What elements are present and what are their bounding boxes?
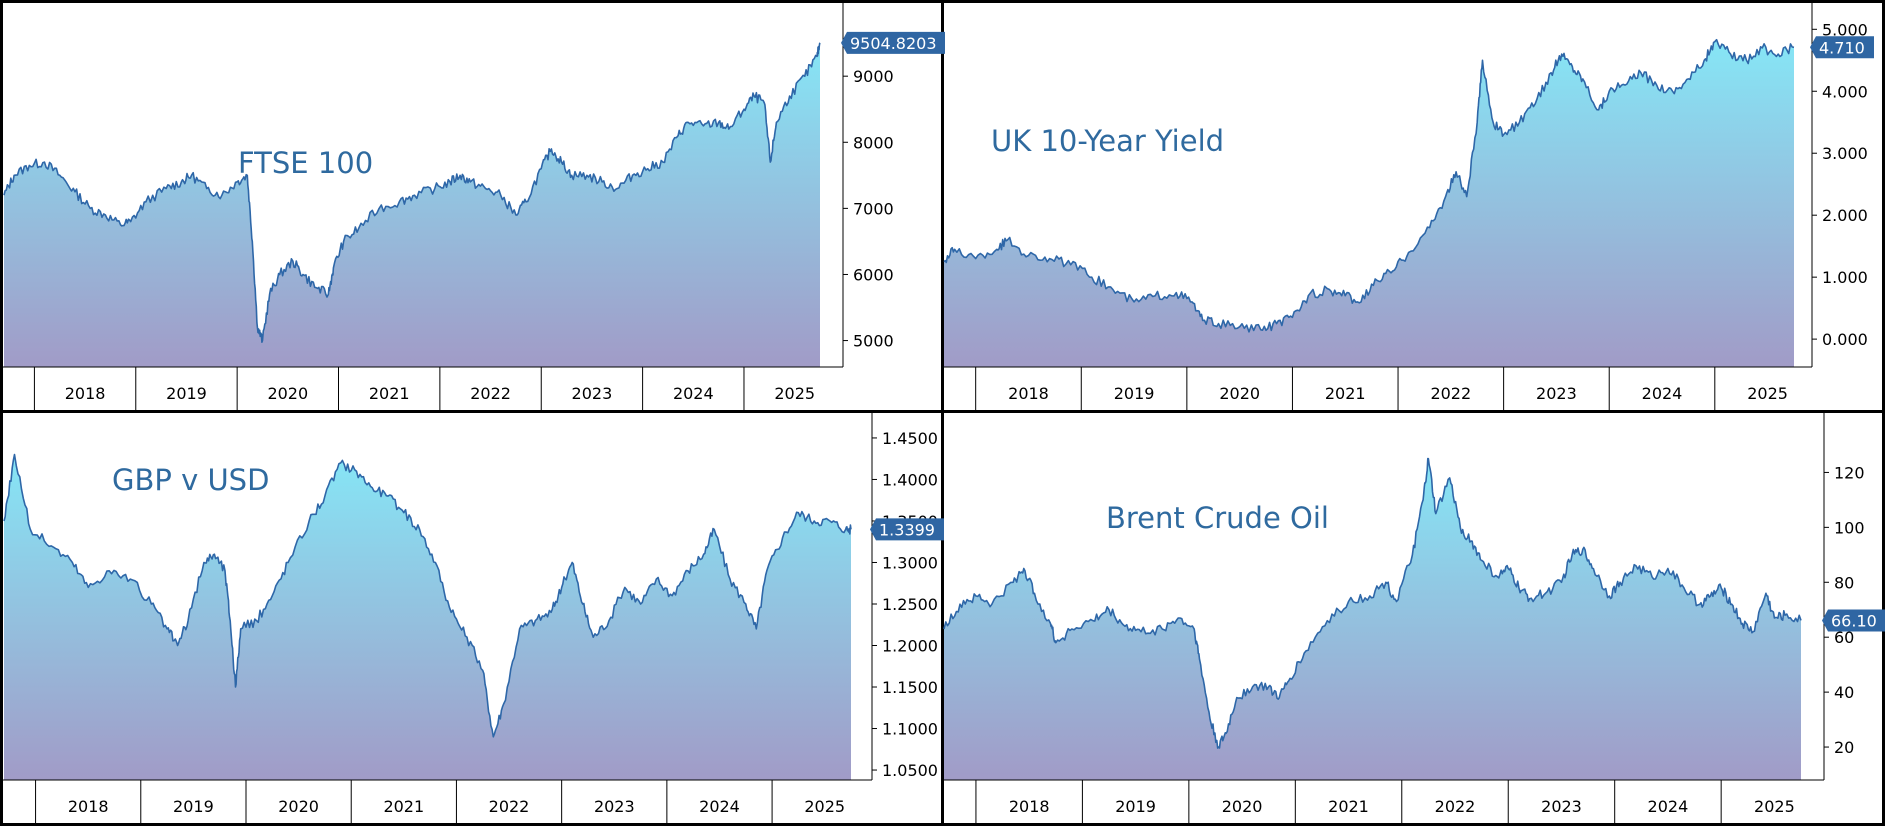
brent-crude-oil-ytick-label: 80: [1834, 573, 1854, 592]
gbp-v-usd-ytick-label: 1.0500: [882, 761, 938, 780]
ftse-100-year-2019: 2019: [166, 384, 207, 403]
gbp-v-usd-panel: 2018 2019 2020 2021 2022 2023 2024 2025 1.0500 1.…: [0, 413, 944, 826]
uk-10-year-yield-ytick-label: 1.000: [1822, 268, 1868, 287]
horizontal-divider: [0, 410, 1885, 413]
brent-crude-oil-panel: 2018 2019 2020 2021 2022 2023 2024 2025 20 40 60 80…: [943, 413, 1885, 826]
gbp-v-usd-year-2024: 2024: [699, 797, 740, 816]
ftse-100-ytick-label: 9000: [853, 67, 894, 86]
uk-10-year-yield-ytick-label: 0.000: [1822, 330, 1868, 349]
ftse-100-ytick-label: 6000: [853, 266, 894, 285]
ftse-100-year-2023: 2023: [572, 384, 613, 403]
ftse-100-year-2021: 2021: [369, 384, 410, 403]
brent-crude-oil-year-2024: 2024: [1648, 797, 1689, 816]
ftse-100-line: [3, 42, 821, 343]
gbp-v-usd-ytick-label: 1.3000: [882, 554, 938, 573]
gbp-v-usd-ytick-label: 1.1000: [882, 720, 938, 739]
uk-10-year-yield-title: UK 10-Year Yield: [991, 124, 1225, 158]
ftse-100-ytick-label: 8000: [853, 133, 894, 152]
brent-crude-oil-year-2023: 2023: [1541, 797, 1582, 816]
brent-crude-oil-title: Brent Crude Oil: [1106, 501, 1329, 535]
vertical-divider: [941, 0, 944, 826]
uk-10-year-yield-chart: 2018 2019 2020 2021 2022 2023 2024 2025 0.000 1.0…: [943, 0, 1874, 410]
gbp-v-usd-title: GBP v USD: [112, 463, 270, 497]
brent-crude-oil-last-value-tag: 66.10: [1822, 609, 1885, 632]
brent-crude-oil-line: [943, 457, 1802, 749]
brent-crude-oil-year-2025: 2025: [1754, 797, 1795, 816]
brent-crude-oil-last-value-tag-bg: [1822, 609, 1885, 632]
ftse-100-ytick-label: 5000: [853, 332, 894, 351]
uk-10-year-yield-panel: 2018 2019 2020 2021 2022 2023 2024 2025 0.000 1.0…: [943, 0, 1885, 410]
uk-10-year-yield-area: [944, 39, 1794, 367]
gbp-v-usd-ytick-label: 1.2500: [882, 595, 938, 614]
brent-crude-oil-chart: 2018 2019 2020 2021 2022 2023 2024 2025 20 40 60 80…: [943, 413, 1885, 823]
ftse-100-year-2024: 2024: [673, 384, 714, 403]
brent-crude-oil-area: [944, 458, 1801, 780]
brent-crude-oil-year-2020: 2020: [1222, 797, 1263, 816]
gbp-v-usd-year-2020: 2020: [278, 797, 319, 816]
gbp-v-usd-ytick-label: 1.1500: [882, 678, 938, 697]
brent-crude-oil-year-2022: 2022: [1435, 797, 1476, 816]
ftse-100-chart: 2018 2019 2020 2021 2022 2023 2024 2025 5000 6000…: [0, 0, 945, 410]
ftse-100-year-2020: 2020: [267, 384, 308, 403]
uk-10-year-yield-ytick-label: 5.000: [1822, 20, 1868, 39]
gbp-v-usd-line: [3, 453, 852, 738]
gbp-v-usd-year-2023: 2023: [594, 797, 635, 816]
brent-crude-oil-ytick-label: 100: [1834, 518, 1865, 537]
gbp-v-usd-last-value-label: 1.3399: [879, 520, 935, 539]
brent-crude-oil-ytick-label: 60: [1834, 628, 1854, 647]
gbp-v-usd-chart: 2018 2019 2020 2021 2022 2023 2024 2025 1.0500 1.…: [0, 413, 944, 823]
ftse-100-panel: 2018 2019 2020 2021 2022 2023 2024 2025 5000 6000…: [0, 0, 945, 410]
brent-crude-oil-year-2021: 2021: [1328, 797, 1369, 816]
uk-10-year-yield-year-2021: 2021: [1325, 384, 1366, 403]
gbp-v-usd-last-value-tag: 1.3399: [870, 518, 944, 541]
gbp-v-usd-ytick-label: 1.4500: [882, 429, 938, 448]
ftse-100-year-2018: 2018: [65, 384, 106, 403]
brent-crude-oil-ytick-label: 120: [1834, 463, 1865, 482]
uk-10-year-yield-year-2022: 2022: [1430, 384, 1471, 403]
uk-10-year-yield-year-2025: 2025: [1747, 384, 1788, 403]
uk-10-year-yield-year-2023: 2023: [1536, 384, 1577, 403]
ftse-100-last-value-tag-bg: [841, 31, 945, 54]
brent-crude-oil-ytick-label: 40: [1834, 683, 1854, 702]
uk-10-year-yield-year-2018: 2018: [1008, 384, 1049, 403]
brent-crude-oil-ytick-label: 20: [1834, 738, 1854, 757]
gbp-v-usd-ytick-label: 1.2000: [882, 637, 938, 656]
gbp-v-usd-year-2018: 2018: [68, 797, 109, 816]
brent-crude-oil-last-value-label: 66.10: [1831, 611, 1877, 630]
ftse-100-year-2022: 2022: [470, 384, 511, 403]
uk-10-year-yield-last-value-tag-bg: [1810, 36, 1874, 59]
gbp-v-usd-last-value-tag-bg: [870, 518, 944, 541]
ftse-100-last-value-label: 9504.8203: [850, 34, 937, 53]
ftse-100-area: [4, 42, 820, 368]
gbp-v-usd-ytick-label: 1.4000: [882, 471, 938, 490]
gbp-v-usd-year-2022: 2022: [489, 797, 530, 816]
brent-crude-oil-year-2018: 2018: [1009, 797, 1050, 816]
uk-10-year-yield-year-2020: 2020: [1219, 384, 1260, 403]
uk-10-year-yield-last-value-tag: 4.710: [1810, 36, 1874, 59]
uk-10-year-yield-year-2019: 2019: [1114, 384, 1155, 403]
uk-10-year-yield-last-value-label: 4.710: [1819, 38, 1865, 57]
gbp-v-usd-area: [4, 454, 851, 780]
gbp-v-usd-year-2019: 2019: [173, 797, 214, 816]
uk-10-year-yield-line: [943, 38, 1795, 333]
uk-10-year-yield-ytick-label: 4.000: [1822, 82, 1868, 101]
uk-10-year-yield-year-2024: 2024: [1642, 384, 1683, 403]
uk-10-year-yield-ytick-label: 2.000: [1822, 206, 1868, 225]
brent-crude-oil-year-2019: 2019: [1115, 797, 1156, 816]
ftse-100-year-2025: 2025: [774, 384, 815, 403]
ftse-100-ytick-label: 7000: [853, 199, 894, 218]
uk-10-year-yield-ytick-label: 3.000: [1822, 144, 1868, 163]
gbp-v-usd-year-2025: 2025: [804, 797, 845, 816]
ftse-100-last-value-tag: 9504.8203: [841, 31, 945, 54]
gbp-v-usd-year-2021: 2021: [383, 797, 424, 816]
ftse-100-title: FTSE 100: [238, 146, 374, 180]
